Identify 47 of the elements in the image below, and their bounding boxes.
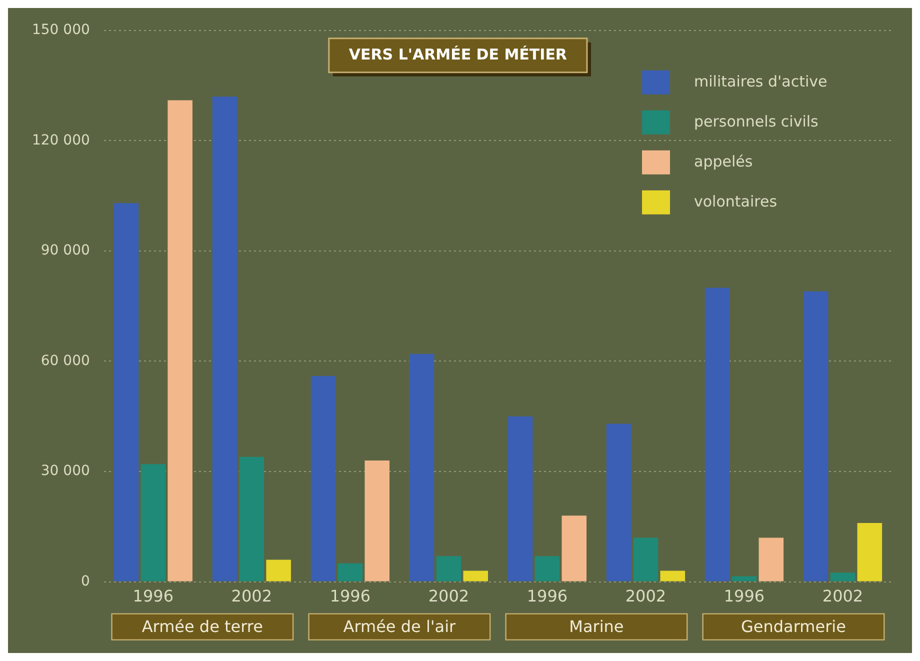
y-tick-label: 90 000 <box>40 242 90 259</box>
legend-label: personnels civils <box>694 112 819 130</box>
bar <box>409 354 434 582</box>
bar <box>857 522 882 582</box>
bar <box>364 460 390 582</box>
bar <box>266 560 291 582</box>
bar <box>239 456 264 582</box>
bar <box>338 563 363 582</box>
x-tick-label: 2002 <box>625 586 666 606</box>
bar <box>310 376 336 582</box>
x-tick-label: 1996 <box>132 586 174 606</box>
text: Gendarmerie <box>741 616 846 636</box>
y-tick-label: 150 000 <box>32 22 90 38</box>
legend-label: volontaires <box>694 192 778 210</box>
bar <box>830 572 856 582</box>
x-tick-label: 1996 <box>330 586 371 606</box>
bar <box>633 538 658 582</box>
bar <box>732 576 757 582</box>
x-tick-label: 2002 <box>428 586 470 606</box>
text: Armée de terre <box>142 616 263 636</box>
y-tick-label: 120 000 <box>32 132 90 148</box>
y-tick-label: 0 <box>80 573 90 590</box>
bar <box>803 291 828 582</box>
legend-label: appelés <box>694 152 753 170</box>
text: Armée de l'air <box>343 616 456 636</box>
bar <box>212 96 238 582</box>
bar <box>758 538 784 582</box>
bar <box>508 416 533 582</box>
bar <box>168 100 192 582</box>
text: Marine <box>569 616 624 636</box>
bar <box>436 556 462 582</box>
text: VERS L'ARMÉE DE MÉTIER <box>348 45 568 64</box>
bar <box>660 570 686 582</box>
bar <box>534 556 560 582</box>
y-tick-label: 30 000 <box>40 463 90 480</box>
bar <box>704 288 730 582</box>
x-tick-label: 1996 <box>526 586 568 606</box>
bar <box>606 424 632 582</box>
bar <box>114 203 139 582</box>
x-tick-label: 1996 <box>724 586 765 606</box>
legend-label: militaires d'active <box>694 72 828 90</box>
bar <box>562 516 587 582</box>
bar <box>140 464 166 582</box>
y-tick-label: 60 000 <box>40 352 90 369</box>
x-tick-label: 2002 <box>231 586 272 606</box>
bar <box>463 570 488 582</box>
x-tick-label: 2002 <box>822 586 864 606</box>
